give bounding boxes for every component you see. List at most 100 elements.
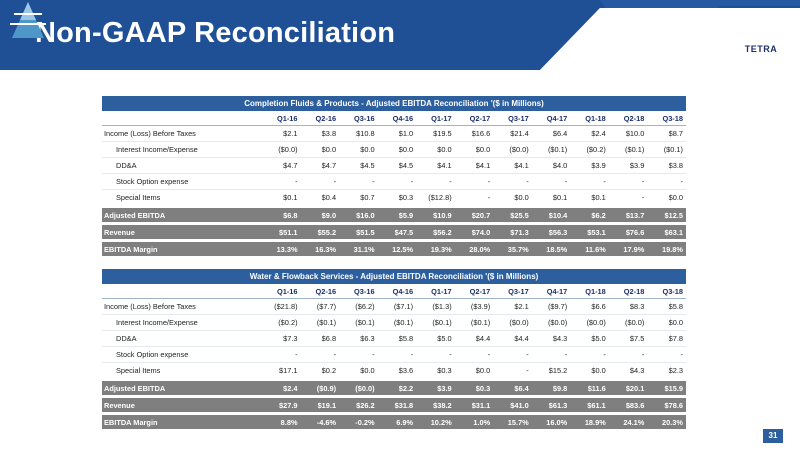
summary-cell: $3.9	[416, 378, 455, 397]
row-label: Stock Option expense	[102, 346, 262, 363]
table-cell: $6.6	[570, 298, 609, 315]
table-cell: $0.0	[339, 362, 378, 380]
table-cell: ($0.1)	[416, 314, 455, 331]
table-cell: -	[416, 173, 455, 190]
summary-cell: 18.9%	[570, 412, 609, 429]
summary-cell: $51.1	[262, 222, 301, 241]
summary-cell: 12.5%	[377, 239, 417, 256]
summary-cell: $56.2	[416, 222, 455, 241]
table-cell: ($0.0)	[262, 141, 301, 158]
header-blank	[102, 284, 262, 299]
table-cell: $4.7	[262, 157, 301, 174]
table-cell: $0.0	[493, 189, 532, 207]
table-cell: $0.0	[454, 141, 494, 158]
summary-cell: -4.6%	[300, 412, 340, 429]
table-cell: -	[493, 173, 532, 190]
column-header: Q1-17	[416, 111, 455, 126]
table-row: Income (Loss) Before Taxes ($21.8) ($7.7)(…	[102, 298, 686, 315]
summary-cell: $25.5	[493, 205, 532, 224]
table-cell: -	[416, 346, 455, 363]
table-row: Interest Income/Expense ($0.2) ($0.1) ($0.1…	[102, 314, 686, 331]
summary-cell: $15.9	[647, 378, 686, 397]
summary-row: Revenue $51.1 $55.2 $51.5 $47.5 $56.2 $74.0 $71…	[102, 222, 686, 241]
table-cell: ($0.1)	[454, 314, 494, 331]
table-cell: $4.4	[454, 330, 494, 347]
summary-cell: $63.1	[647, 222, 686, 241]
table-cell: ($0.1)	[377, 314, 417, 331]
table-cell: ($0.2)	[262, 314, 301, 331]
summary-cell: $12.5	[647, 205, 686, 224]
row-label: Special Items	[102, 362, 262, 380]
table-cell: -	[300, 346, 340, 363]
summary-label: EBITDA Margin	[102, 239, 262, 256]
table-cell: $8.3	[608, 298, 648, 315]
column-header: Q1-18	[570, 111, 609, 126]
page-number: 31	[763, 429, 783, 443]
summary-cell: $2.4	[262, 378, 301, 397]
column-header: Q1-18	[570, 284, 609, 299]
table-cell: $0.0	[377, 141, 417, 158]
table-cell: $17.1	[262, 362, 301, 380]
table-cell: $2.4	[570, 125, 609, 142]
summary-row: Revenue $27.9 $19.1 $26.2 $31.8 $38.2 $31.1 $41…	[102, 395, 686, 414]
table-cell: $4.3	[608, 362, 648, 380]
summary-cell: 35.7%	[493, 239, 532, 256]
table-cell: -	[493, 346, 532, 363]
summary-cell: $61.1	[570, 395, 609, 414]
table-cell: -	[377, 173, 417, 190]
table-cell: $4.0	[531, 157, 571, 174]
summary-label: Revenue	[102, 222, 262, 241]
table-cell: -	[262, 173, 301, 190]
completion-fluids-table: Completion Fluids & Products - Adjusted …	[102, 96, 686, 256]
column-header: Q2-17	[454, 284, 494, 299]
table-cell: ($1.3)	[416, 298, 455, 315]
table-cell: ($7.7)	[300, 298, 340, 315]
table-cell: $3.8	[300, 125, 340, 142]
table-cell: -	[647, 346, 686, 363]
table-cell: $0.0	[416, 141, 455, 158]
slide-header: Non-GAAP Reconciliation TETRA	[0, 0, 800, 70]
table-cell: -	[570, 346, 609, 363]
table-cell: $3.9	[608, 157, 648, 174]
summary-cell: $13.7	[608, 205, 648, 224]
summary-cell: $20.1	[608, 378, 648, 397]
table-row: Special Items $0.1 $0.4 $0.7 $0.3 ($12.8) - $0.…	[102, 189, 686, 207]
table-cell: $3.6	[377, 362, 417, 380]
table-cell: $15.2	[531, 362, 571, 380]
summary-cell: 19.8%	[647, 239, 686, 256]
summary-cell: $10.9	[416, 205, 455, 224]
table-cell: -	[531, 346, 571, 363]
table-cell: $0.0	[300, 141, 340, 158]
table-cell: ($0.0)	[570, 314, 609, 331]
table-cell: ($0.0)	[531, 314, 571, 331]
summary-cell: $11.6	[570, 378, 609, 397]
summary-cell: 16.0%	[531, 412, 571, 429]
table-cell: ($0.0)	[493, 141, 532, 158]
summary-row: EBITDA Margin 8.8% -4.6% -0.2% 6.9% 10.2% 1.0%…	[102, 412, 686, 429]
table-cell: ($9.7)	[531, 298, 571, 315]
summary-cell: $53.1	[570, 222, 609, 241]
summary-cell: $76.6	[608, 222, 648, 241]
page-title: Non-GAAP Reconciliation	[35, 17, 396, 49]
table-cell: $7.3	[262, 330, 301, 347]
table-cell: $2.1	[493, 298, 532, 315]
summary-cell: 31.1%	[339, 239, 378, 256]
summary-cell: $27.9	[262, 395, 301, 414]
table-cell: ($7.1)	[377, 298, 417, 315]
column-header: Q2-16	[300, 111, 340, 126]
table-row: DD&A $4.7 $4.7 $4.5 $4.5 $4.1 $4.1 $4.1 $4.0 $3.9…	[102, 157, 686, 174]
table-caption: Completion Fluids & Products - Adjusted …	[102, 96, 686, 111]
table-cell: $0.3	[377, 189, 417, 207]
table-cell: $4.7	[300, 157, 340, 174]
table-cell: $4.5	[377, 157, 417, 174]
table-cell: ($0.0)	[493, 314, 532, 331]
summary-cell: -0.2%	[339, 412, 378, 429]
summary-cell: $31.1	[454, 395, 494, 414]
summary-label: Revenue	[102, 395, 262, 414]
summary-cell: $56.3	[531, 222, 571, 241]
summary-cell: 8.8%	[262, 412, 301, 429]
table-row: Stock Option expense - - - - - - - - - - -	[102, 173, 686, 190]
column-header: Q4-17	[531, 284, 571, 299]
table-cell: $4.1	[416, 157, 455, 174]
table-cell: $2.3	[647, 362, 686, 380]
